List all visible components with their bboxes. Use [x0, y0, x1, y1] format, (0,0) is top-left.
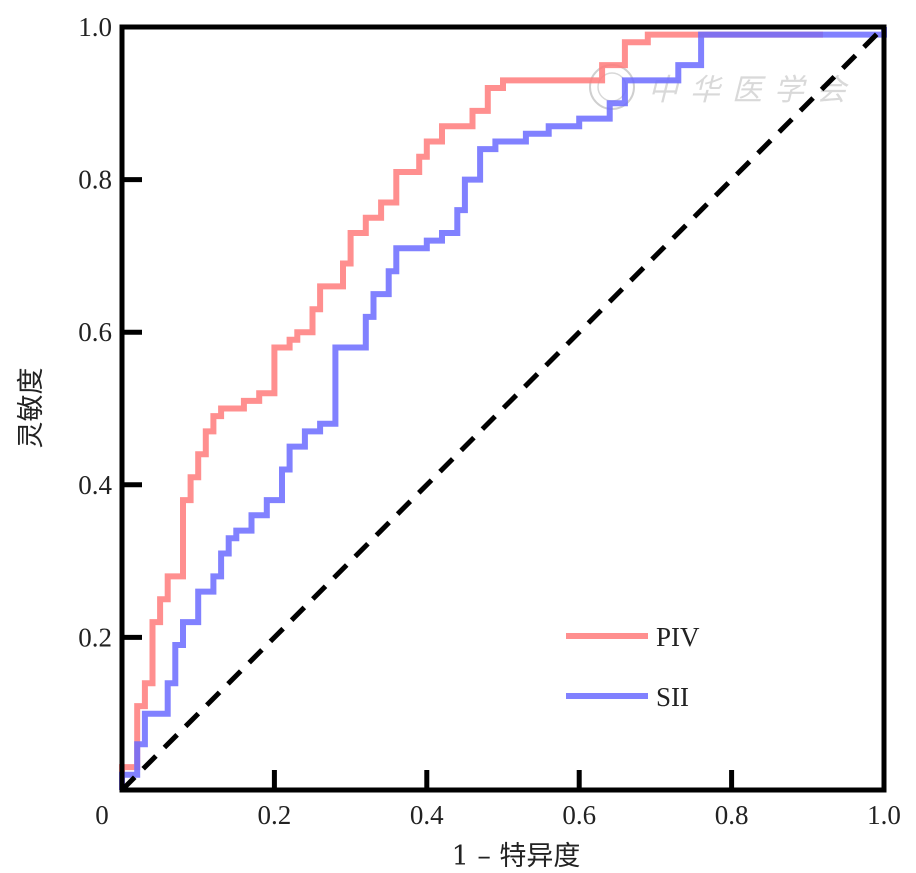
y-tick-label: 0.2: [78, 622, 112, 652]
y-tick-label: 0.4: [78, 470, 112, 500]
series-line-piv: [119, 31, 823, 790]
x-tick-label: 0.6: [562, 800, 596, 830]
y-axis-title: 灵敏度: [16, 368, 47, 449]
legend-label-sii: SII: [656, 682, 689, 712]
x-tick-label: 0.4: [410, 800, 444, 830]
y-tick-label: 0.6: [78, 317, 112, 347]
x-tick-label: 0.2: [258, 800, 292, 830]
series-line-sii: [119, 27, 887, 790]
x-tick-label: 1.0: [867, 800, 901, 830]
y-tick-label: 0.8: [78, 165, 112, 195]
legend-label-piv: PIV: [656, 622, 700, 652]
plot-frame: [119, 24, 887, 793]
watermark: 中华医学会: [589, 64, 846, 110]
x-tick-label: 0: [95, 800, 109, 830]
x-axis-title: 1 – 特异度: [452, 841, 581, 872]
x-tick-label: 0.8: [715, 800, 749, 830]
y-tick-label: 1.0: [78, 12, 112, 42]
legend: PIV SII: [566, 622, 700, 712]
